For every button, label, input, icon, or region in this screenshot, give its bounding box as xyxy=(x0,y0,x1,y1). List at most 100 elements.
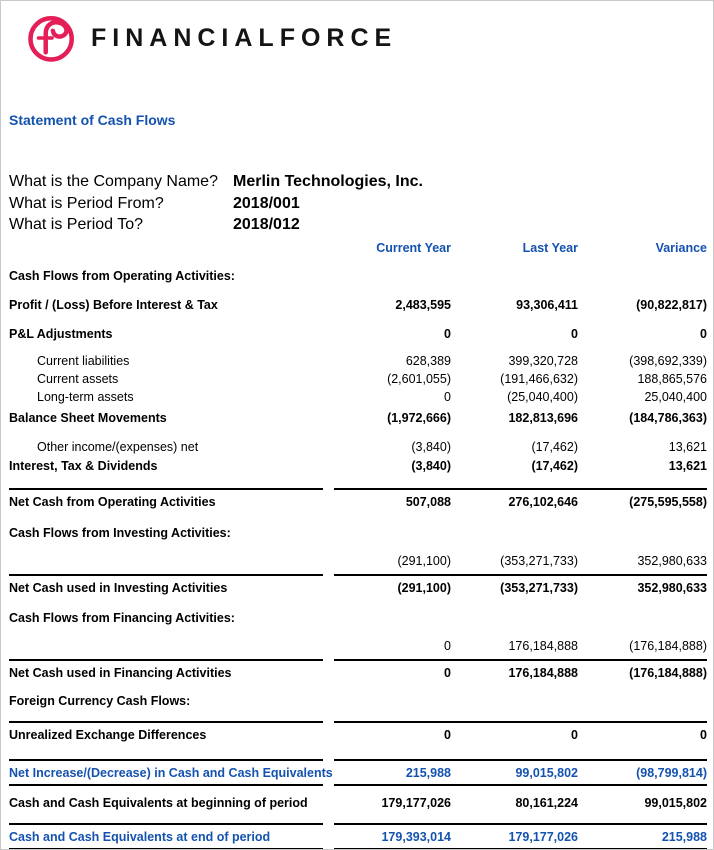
value-current-year xyxy=(334,267,451,285)
value-variance: (184,786,363) xyxy=(629,410,707,425)
row-label xyxy=(9,552,323,570)
value-last-year: 179,177,026 xyxy=(508,829,578,844)
value-last-year: 276,102,646 xyxy=(508,494,578,509)
row-label: Cash Flows from Investing Activities: xyxy=(9,525,231,540)
value-last-year: (25,040,400) xyxy=(507,389,578,404)
value-current-year: 179,393,014 xyxy=(381,829,451,844)
row-values: (3,840) (17,462) 13,621 xyxy=(334,438,707,456)
param-period-from: What is Period From? 2018/001 xyxy=(9,193,713,215)
section-foreign-currency: Foreign Currency Cash Flows: xyxy=(1,692,713,710)
value-variance: 352,980,633 xyxy=(637,553,707,568)
section-financing-activities: Cash Flows from Financing Activities: xyxy=(1,609,713,627)
value-last-year xyxy=(451,692,578,710)
row-values: 2,483,595 93,306,411 (90,822,817) xyxy=(334,296,707,314)
column-header-row: Current Year Last Year Variance xyxy=(1,240,713,257)
value-current-year xyxy=(334,609,451,627)
row-balance-sheet-movements: Balance Sheet Movements (1,972,666) 182,81… xyxy=(1,409,713,427)
row-label: Unrealized Exchange Differences xyxy=(9,720,323,744)
row-net-cash-operating: Net Cash from Operating Activities 507,08… xyxy=(1,487,713,511)
value-current-year: 0 xyxy=(444,638,451,653)
section-investing-activities: Cash Flows from Investing Activities: xyxy=(1,524,713,542)
value-current-year: 0 xyxy=(444,326,451,341)
value-variance: 13,621 xyxy=(668,458,707,473)
param-answer: 2018/001 xyxy=(233,194,300,212)
row-label: Long-term assets xyxy=(37,389,134,404)
value-variance: (98,799,814) xyxy=(636,765,707,780)
financialforce-logo-icon xyxy=(26,12,78,64)
param-question: What is Period From? xyxy=(9,194,164,212)
row-label: Cash Flows from Operating Activities: xyxy=(9,268,235,283)
value-variance: 99,015,802 xyxy=(644,795,707,810)
value-last-year: 0 xyxy=(571,326,578,341)
row-cash-beginning-of-period: Cash and Cash Equivalents at beginning o… xyxy=(1,794,713,812)
row-values xyxy=(334,267,707,285)
row-label: Cash and Cash Equivalents at end of peri… xyxy=(9,822,323,849)
value-last-year xyxy=(451,524,578,542)
value-last-year: 182,813,696 xyxy=(508,410,578,425)
value-variance: 13,621 xyxy=(668,439,707,454)
col-header-current-year: Current Year xyxy=(376,240,451,255)
value-last-year: 176,184,888 xyxy=(508,665,578,680)
value-current-year: (291,100) xyxy=(397,580,451,595)
value-current-year: 0 xyxy=(444,389,451,404)
value-current-year xyxy=(334,524,451,542)
row-values: (3,840) (17,462) 13,621 xyxy=(334,457,707,475)
row-label: Current assets xyxy=(37,371,119,386)
value-last-year: (17,462) xyxy=(531,458,578,473)
value-variance xyxy=(578,692,707,710)
row-financing-detail: 0 176,184,888 (176,184,888) xyxy=(1,637,713,655)
row-label: Other income/(expenses) net xyxy=(37,439,199,454)
value-last-year: (353,271,733) xyxy=(500,553,578,568)
row-net-increase-decrease-cash: Net Increase/(Decrease) in Cash and Cash… xyxy=(1,758,713,786)
row-label: Interest, Tax & Dividends xyxy=(9,458,158,473)
row-label: Current liabilities xyxy=(37,353,130,368)
row-label: Net Cash from Operating Activities xyxy=(9,487,323,511)
value-last-year: 99,015,802 xyxy=(515,765,578,780)
report-parameters: What is the Company Name? Merlin Technol… xyxy=(9,171,713,236)
value-variance: 188,865,576 xyxy=(637,371,707,386)
value-last-year xyxy=(451,267,578,285)
value-variance xyxy=(578,267,707,285)
value-last-year: 93,306,411 xyxy=(516,297,578,312)
row-values: 0 (25,040,400) 25,040,400 xyxy=(334,388,707,406)
row-cash-end-of-period: Cash and Cash Equivalents at end of peri… xyxy=(1,822,713,849)
value-current-year: 0 xyxy=(444,727,451,742)
row-values: 0 0 0 xyxy=(334,720,707,744)
row-values: (2,601,055) (191,466,632) 188,865,576 xyxy=(334,370,707,388)
value-last-year: 80,161,224 xyxy=(515,795,578,810)
row-values: 215,988 99,015,802 (98,799,814) xyxy=(334,758,707,786)
row-label: Cash and Cash Equivalents at beginning o… xyxy=(9,795,308,810)
col-header-variance: Variance xyxy=(655,240,707,255)
row-values: 179,177,026 80,161,224 99,015,802 xyxy=(334,794,707,812)
param-period-to: What is Period To? 2018/012 xyxy=(9,214,713,236)
row-values: 179,393,014 179,177,026 215,988 xyxy=(334,822,707,849)
value-current-year xyxy=(334,692,451,710)
value-last-year: (17,462) xyxy=(531,439,578,454)
row-label: Net Increase/(Decrease) in Cash and Cash… xyxy=(9,758,333,786)
row-unrealized-exchange-differences: Unrealized Exchange Differences 0 0 0 xyxy=(1,720,713,744)
row-interest-tax-dividends: Interest, Tax & Dividends (3,840) (17,462)… xyxy=(1,457,713,475)
value-variance: 25,040,400 xyxy=(644,389,707,404)
row-values xyxy=(334,692,707,710)
row-label: Cash Flows from Financing Activities: xyxy=(9,610,235,625)
row-values: 0 0 0 xyxy=(334,325,707,343)
row-label: Net Cash used in Investing Activities xyxy=(9,573,323,597)
row-label: Balance Sheet Movements xyxy=(9,410,167,425)
value-variance: (176,184,888) xyxy=(629,665,707,680)
row-pl-adjustments: P&L Adjustments 0 0 0 xyxy=(1,325,713,343)
value-current-year: (291,100) xyxy=(397,553,451,568)
value-current-year: (3,840) xyxy=(411,439,451,454)
value-current-year: 628,389 xyxy=(405,353,451,368)
value-last-year xyxy=(451,609,578,627)
value-current-year: 215,988 xyxy=(405,765,451,780)
row-values: (1,972,666) 182,813,696 (184,786,363) xyxy=(334,409,707,427)
value-current-year: (1,972,666) xyxy=(387,410,451,425)
value-variance: 0 xyxy=(700,326,707,341)
brand-wordmark: FINANCIALFORCE xyxy=(91,23,398,52)
row-label: P&L Adjustments xyxy=(9,326,113,341)
row-values: 0 176,184,888 (176,184,888) xyxy=(334,637,707,655)
row-profit-before-interest-tax: Profit / (Loss) Before Interest & Tax 2,4… xyxy=(1,296,713,314)
row-long-term-assets: Long-term assets 0 (25,040,400) 25,040,400 xyxy=(1,388,713,406)
value-variance: 215,988 xyxy=(661,829,707,844)
